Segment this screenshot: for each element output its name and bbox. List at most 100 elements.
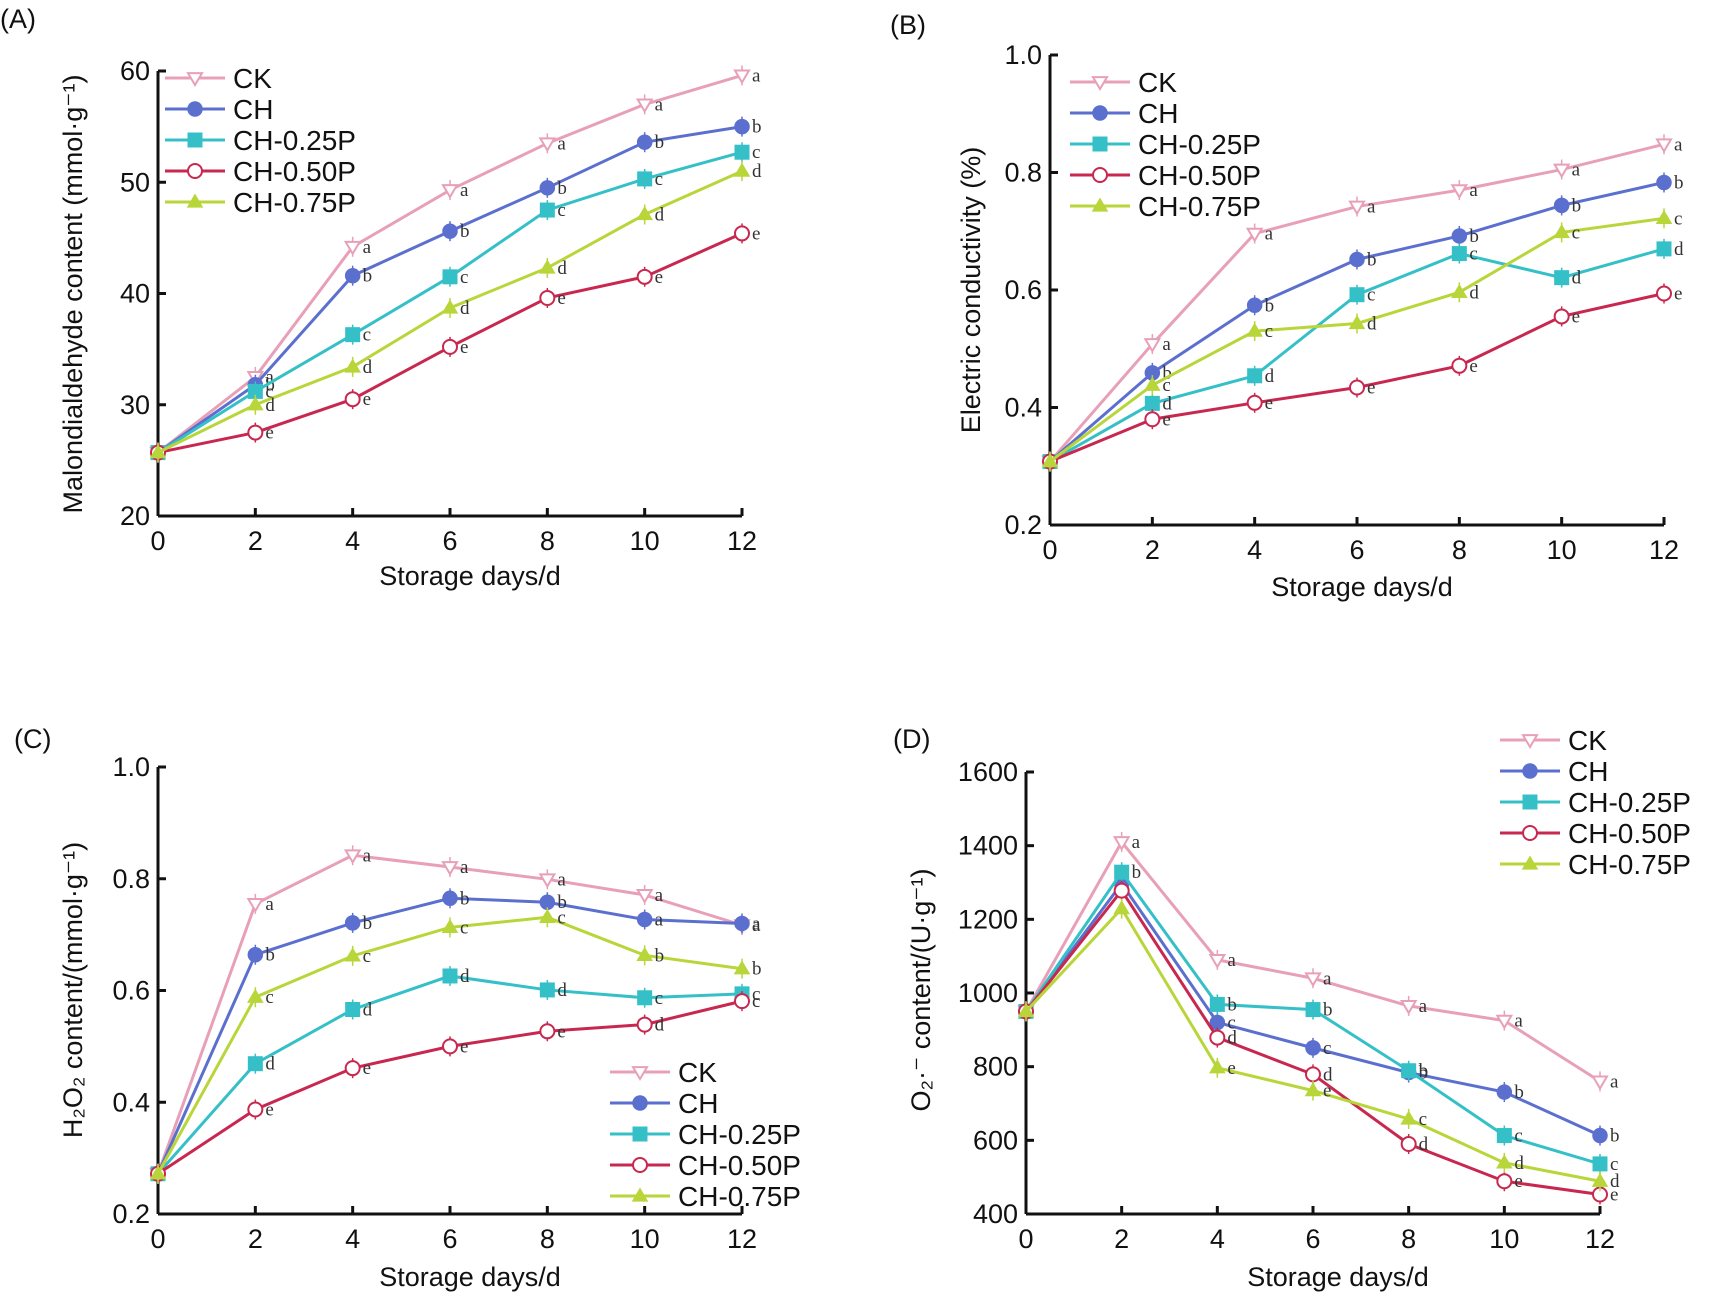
data-point bbox=[539, 1023, 556, 1040]
x-tick-label: 0 bbox=[150, 1224, 165, 1254]
significance-letter: e bbox=[1514, 1171, 1522, 1192]
panel-label: (C) bbox=[14, 724, 51, 754]
significance-letter: c bbox=[460, 267, 468, 288]
data-point bbox=[637, 990, 653, 1006]
y-tick-label: 800 bbox=[973, 1052, 1018, 1082]
significance-letter: a bbox=[363, 237, 372, 258]
significance-letter: c bbox=[1227, 1012, 1235, 1033]
data-point bbox=[1400, 1110, 1417, 1125]
y-tick-label: 0.2 bbox=[112, 1199, 150, 1229]
x-tick-label: 10 bbox=[630, 1224, 660, 1254]
significance-letter: d bbox=[363, 999, 373, 1020]
series-ch-0-75p: d d d d d d bbox=[149, 161, 762, 463]
legend-marker bbox=[187, 132, 203, 148]
significance-letter: b bbox=[557, 892, 567, 913]
data-point bbox=[1113, 882, 1130, 899]
data-point bbox=[441, 299, 459, 314]
data-point bbox=[1305, 1066, 1321, 1083]
data-point bbox=[539, 180, 556, 196]
y-tick-label: 1400 bbox=[958, 831, 1018, 861]
data-point bbox=[442, 1038, 458, 1055]
significance-letter: a bbox=[460, 180, 469, 201]
y-tick-label: 1000 bbox=[958, 978, 1018, 1008]
legend-marker bbox=[632, 1126, 648, 1142]
significance-letter: a bbox=[1367, 197, 1376, 218]
data-point bbox=[1209, 1029, 1226, 1046]
significance-letter: e bbox=[1227, 1058, 1235, 1079]
data-point bbox=[636, 946, 653, 961]
x-tick-label: 10 bbox=[630, 526, 660, 556]
legend-item: CH-0.25P bbox=[165, 125, 356, 156]
legend-item: CK bbox=[610, 1057, 717, 1088]
data-point bbox=[1113, 900, 1130, 915]
panel-label: (A) bbox=[0, 4, 36, 34]
significance-letter: b bbox=[1419, 1063, 1429, 1084]
data-point bbox=[442, 338, 458, 355]
legend-marker bbox=[187, 101, 203, 117]
data-point bbox=[1304, 972, 1322, 988]
y-tick-label: 0.4 bbox=[112, 1087, 150, 1117]
significance-letter: c bbox=[752, 142, 760, 163]
x-tick-label: 2 bbox=[1145, 535, 1160, 565]
significance-letter: d bbox=[1469, 282, 1479, 303]
significance-letter: e bbox=[1610, 1184, 1618, 1205]
data-point bbox=[733, 69, 751, 85]
x-axis-label: Storage days/d bbox=[379, 561, 561, 591]
data-point bbox=[1112, 836, 1131, 851]
data-point bbox=[1305, 1002, 1321, 1018]
data-point bbox=[247, 424, 264, 441]
data-point bbox=[1246, 322, 1263, 337]
data-point bbox=[1451, 228, 1468, 244]
significance-letter: b bbox=[1227, 994, 1237, 1015]
significance-letter: a bbox=[1469, 180, 1478, 201]
significance-letter: b bbox=[1162, 363, 1172, 384]
legend-label: CH bbox=[1138, 98, 1178, 129]
legend-marker bbox=[186, 193, 204, 208]
data-point bbox=[734, 144, 750, 160]
significance-letter: b bbox=[460, 221, 470, 242]
legend-item: CK bbox=[1070, 67, 1177, 98]
x-tick-label: 0 bbox=[1042, 535, 1057, 565]
data-point bbox=[1591, 1075, 1609, 1091]
data-point bbox=[1553, 197, 1570, 214]
legend-label: CH bbox=[1568, 756, 1608, 787]
data-point bbox=[247, 1101, 264, 1118]
chart-panel-a: (A) 20 30 40 50 60 0 2 4 6 8 10 12 Storage days/d Malo… bbox=[0, 4, 762, 591]
y-tick-label: 0.6 bbox=[112, 976, 150, 1006]
data-point bbox=[246, 897, 265, 913]
legend-marker bbox=[632, 1095, 648, 1111]
data-point bbox=[1246, 394, 1263, 411]
data-point bbox=[1496, 1154, 1513, 1169]
legend-label: CH-0.75P bbox=[678, 1181, 801, 1212]
significance-letter: c bbox=[557, 200, 565, 221]
significance-letter: d bbox=[557, 258, 567, 279]
significance-letter: a bbox=[752, 913, 761, 934]
data-point bbox=[1144, 395, 1160, 411]
y-axis-label: H₂O₂ content/(mmol·g⁻¹) bbox=[58, 842, 88, 1138]
data-point bbox=[1144, 376, 1161, 391]
x-tick-label: 0 bbox=[150, 526, 165, 556]
data-point bbox=[1304, 1082, 1322, 1097]
x-tick-label: 12 bbox=[1649, 535, 1679, 565]
significance-letter: c bbox=[363, 946, 371, 967]
data-point bbox=[1399, 999, 1418, 1015]
legend-marker bbox=[186, 72, 204, 87]
significance-letter: d bbox=[1514, 1153, 1524, 1174]
legend-label: CH-0.75P bbox=[1138, 191, 1261, 222]
data-point bbox=[1592, 1127, 1608, 1144]
data-point bbox=[636, 206, 653, 221]
significance-letter: c bbox=[1469, 244, 1477, 265]
y-tick-label: 50 bbox=[120, 167, 150, 197]
x-axis-label: Storage days/d bbox=[1247, 1262, 1429, 1292]
data-point bbox=[344, 358, 361, 373]
significance-letter: a bbox=[1674, 134, 1683, 155]
significance-letter: d bbox=[1419, 1134, 1429, 1155]
data-point bbox=[344, 947, 361, 962]
series-ch-0-25p: c c c c c c bbox=[150, 142, 760, 463]
legend-label: CH-0.25P bbox=[233, 125, 356, 156]
significance-letter: c bbox=[1419, 1109, 1427, 1130]
significance-letter: c bbox=[1265, 321, 1273, 342]
data-point bbox=[247, 946, 264, 963]
significance-letter: b bbox=[1674, 172, 1684, 193]
data-point bbox=[1349, 287, 1365, 303]
